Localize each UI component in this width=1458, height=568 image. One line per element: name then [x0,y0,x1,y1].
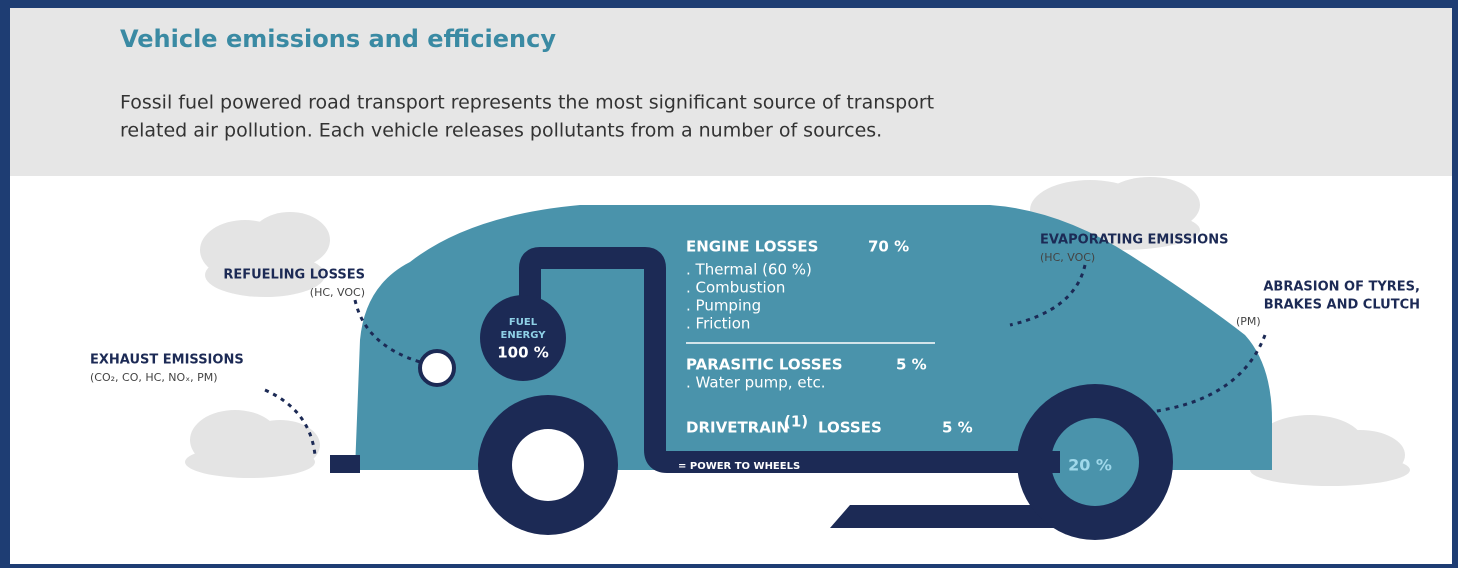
car-body [355,205,1272,470]
exhaust-title: EXHAUST EMISSIONS [90,353,244,368]
abrasion-detail: (PM) [1236,315,1261,328]
clouds [185,177,1410,486]
front-hub [1051,418,1139,506]
refueling-title: REFUELING LOSSES [223,268,365,283]
fuel-cap [418,349,456,387]
header-band [10,8,1452,176]
exhaust-detail: (CO₂, CO, HC, NOₓ, PM) [90,371,218,384]
parasitic-title: PARASITIC LOSSES [686,356,843,374]
fuel-label: ENERGY [501,330,547,341]
exhaust-pipe [330,455,360,473]
drivetrain-value: 5 % [942,419,973,437]
evaporating-detail: (HC, VOC) [1040,251,1095,264]
arrow [830,505,1060,528]
abrasion-title: BRAKES AND CLUTCH [1264,298,1420,313]
dotted-leaders [264,264,1267,456]
engine-item: . Pumping [686,297,761,315]
description: Fossil fuel powered road transport repre… [120,92,934,114]
fuel-value: 100 % [497,344,549,362]
refueling-detail: (HC, VOC) [310,286,365,299]
engine-title: ENGINE LOSSES [686,238,818,256]
description: related air pollution. Each vehicle rele… [120,120,882,142]
engine-value: 70 % [868,238,909,256]
parasitic-item: . Water pump, etc. [686,374,825,392]
fuel-label: FUEL [509,317,538,328]
fuel-circle [480,295,566,381]
evaporating-title: EVAPORATING EMISSIONS [1040,233,1228,248]
engine-item: . Friction [686,315,750,333]
parasitic-value: 5 % [896,356,927,374]
drivetrain-note: (1) [784,413,808,431]
energy-pipe [519,247,1060,473]
rear-hub [512,429,584,501]
drivetrain-suffix: LOSSES [818,419,882,437]
drivetrain-title: DRIVETRAIN [686,419,789,437]
title: Vehicle emissions and efficiency [120,25,556,53]
engine-item: . Combustion [686,279,785,297]
wheels-label: = POWER TO WHEELS [678,461,800,472]
wheels-value: 20 % [1068,456,1112,475]
engine-item: . Thermal (60 %) [686,261,812,279]
abrasion-title: ABRASION OF TYRES, [1263,280,1420,295]
